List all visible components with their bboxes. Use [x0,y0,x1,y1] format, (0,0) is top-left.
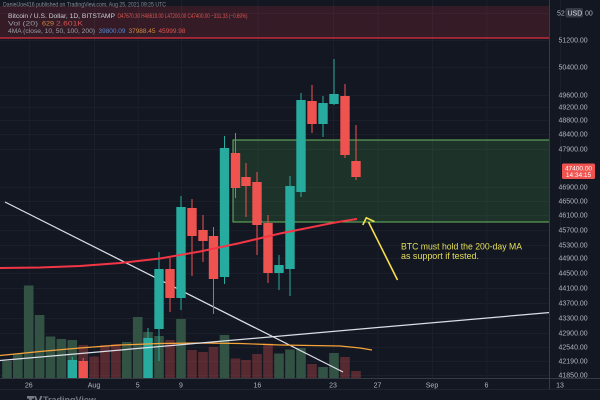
svg-text:48800.00: 48800.00 [559,118,588,125]
svg-text:DanielJoe416 published on Trad: DanielJoe416 published on TradingView.co… [3,3,167,9]
svg-text:44500.00: 44500.00 [559,271,588,278]
svg-text:48400.00: 48400.00 [559,132,588,139]
svg-text:TradingView: TradingView [43,395,97,400]
svg-text:5: 5 [136,383,140,390]
svg-text:26: 26 [25,383,33,390]
svg-text:52: 52 [557,11,565,18]
svg-text:6: 6 [484,383,488,390]
svg-text:2.601K: 2.601K [56,21,84,28]
svg-text:27: 27 [374,383,382,390]
svg-text:43300.00: 43300.00 [559,316,588,323]
svg-text:44900.00: 44900.00 [559,256,588,263]
svg-text:42900.00: 42900.00 [559,331,588,338]
svg-text:42540.00: 42540.00 [559,345,588,352]
svg-text:45700.00: 45700.00 [559,228,588,235]
svg-text:4MA (close, 10, 50, 100, 200): 4MA (close, 10, 50, 100, 200) [8,28,95,35]
svg-text:51200.00: 51200.00 [559,38,588,45]
svg-text:Bitcoin / U.S. Dollar, 1D, BIT: Bitcoin / U.S. Dollar, 1D, BITSTAMP [8,13,115,20]
svg-text:37988.45: 37988.45 [129,28,156,35]
svg-text:47900.00: 47900.00 [559,147,588,154]
svg-text:49600.00: 49600.00 [559,93,588,100]
svg-text:Vol (20): Vol (20) [8,21,38,28]
svg-text:9: 9 [179,383,183,390]
svg-text:16: 16 [254,383,262,390]
svg-text:45300.00: 45300.00 [559,243,588,250]
svg-text:49200.00: 49200.00 [559,105,588,112]
svg-text:46100.00: 46100.00 [559,213,588,220]
svg-text:41850.00: 41850.00 [559,373,588,380]
svg-text:46900.00: 46900.00 [559,185,588,192]
svg-text:Aug: Aug [88,383,101,390]
svg-text:00: 00 [585,11,593,18]
svg-text:629: 629 [42,21,54,28]
svg-text:USD: USD [568,11,583,18]
svg-text:43700.00: 43700.00 [559,301,588,308]
svg-text:23: 23 [329,383,337,390]
svg-text:46500.00: 46500.00 [559,199,588,206]
svg-text:39800.09: 39800.09 [99,28,126,35]
svg-text:14:34:15: 14:34:15 [566,172,592,179]
svg-text:45999.98: 45999.98 [159,28,186,35]
svg-text:50400.00: 50400.00 [559,65,588,72]
svg-text:42190.00: 42190.00 [559,359,588,366]
svg-text:O47670.30 H48619.00 L47200.00: O47670.30 H48619.00 L47200.00 C47400.00 … [118,13,248,20]
svg-text:as support if tested.: as support if tested. [401,251,479,261]
svg-text:Sep: Sep [426,383,439,390]
svg-text:BTC must hold the 200-day MA: BTC must hold the 200-day MA [401,242,523,252]
svg-text:47400.00: 47400.00 [565,165,592,172]
svg-text:44100.00: 44100.00 [559,286,588,293]
svg-text:13: 13 [556,383,564,390]
